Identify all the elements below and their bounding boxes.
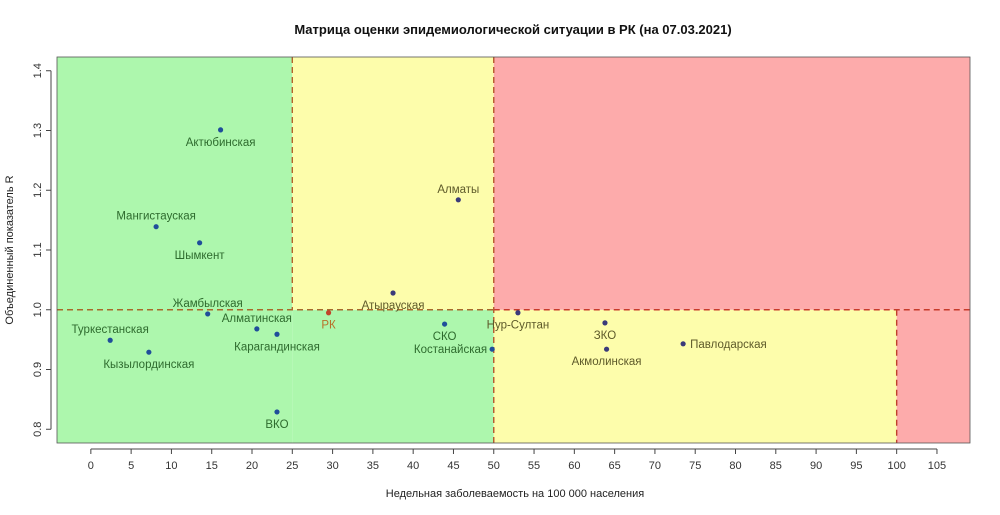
x-tick-label: 20 [246, 460, 258, 472]
x-tick-label: 85 [770, 460, 782, 472]
x-tick-label: 15 [206, 460, 218, 472]
x-tick-label: 55 [528, 460, 540, 472]
x-axis-label: Недельная заболеваемость на 100 000 насе… [386, 488, 644, 500]
x-tick-label: 60 [568, 460, 580, 472]
x-tick-label: 0 [88, 460, 94, 472]
x-tick-label: 70 [649, 460, 661, 472]
y-tick-label: 0.9 [32, 362, 44, 377]
zone-green [292, 309, 494, 443]
zone-green [57, 57, 293, 443]
data-point [274, 331, 280, 337]
point-label: СКО [433, 331, 457, 343]
data-point [390, 290, 396, 296]
x-tick-label: 80 [729, 460, 741, 472]
data-point [107, 337, 113, 343]
x-tick-label: 45 [447, 460, 459, 472]
data-points: Актюбинская Мангистауская Шымкент Алматы Аты… [72, 127, 767, 431]
x-tick-label: 30 [326, 460, 338, 472]
x-tick-label: 35 [367, 460, 379, 472]
point-label: ВКО [265, 419, 288, 431]
point-label: Кызылординская [103, 359, 194, 371]
point-label: Туркестанская [72, 324, 149, 336]
x-tick-label: 65 [609, 460, 621, 472]
x-tick-label: 105 [928, 460, 946, 472]
x-tick-label: 75 [689, 460, 701, 472]
data-point [455, 197, 461, 203]
zone-yellow [493, 309, 897, 443]
point-label: Актюбинская [186, 137, 256, 149]
point-label: РК [321, 320, 336, 332]
data-point [602, 320, 608, 326]
data-point [442, 321, 448, 327]
data-point [274, 409, 280, 415]
point-label: Шымкент [175, 250, 226, 262]
point-label: Жамбылская [173, 298, 243, 310]
x-tick-label: 50 [488, 460, 500, 472]
data-point [603, 346, 610, 352]
y-tick-label: 1.2 [32, 183, 44, 198]
point-label: ЗКО [594, 330, 617, 342]
y-tick-label: 1.0 [32, 302, 44, 317]
y-axis: 0.8 0.9 1.0 1.1 1.2 1.3 1.4 [32, 63, 52, 437]
chart-title: Матрица оценки эпидемиологической ситуац… [294, 22, 731, 37]
data-point [205, 311, 211, 317]
y-tick-label: 1.3 [32, 123, 44, 138]
data-point [217, 127, 224, 133]
x-tick-label: 90 [810, 460, 822, 472]
point-label: Мангистауская [116, 211, 196, 223]
y-tick-label: 1.1 [32, 242, 44, 257]
point-label: Нур-Султан [487, 320, 550, 332]
zone-yellow [292, 57, 494, 310]
data-point [146, 349, 152, 355]
point-label: Алматы [437, 184, 479, 196]
point-label: Костанайская [414, 344, 487, 356]
y-tick-label: 0.8 [32, 422, 44, 437]
y-axis-label: Объединенный показатель R [4, 175, 16, 324]
data-point [254, 326, 260, 332]
y-tick-label: 1.4 [32, 63, 44, 78]
point-label: Карагандинская [234, 341, 320, 353]
data-point [325, 310, 332, 316]
data-point [153, 224, 159, 230]
zone-red [493, 57, 970, 310]
x-tick-label: 40 [407, 460, 419, 472]
point-label: Алматинская [222, 313, 292, 325]
data-point [197, 240, 203, 246]
x-tick-label: 10 [165, 460, 177, 472]
zone-red [896, 309, 970, 443]
point-label: Павлодарская [690, 339, 767, 351]
threshold-lines [57, 57, 970, 443]
x-tick-label: 5 [128, 460, 134, 472]
x-tick-label: 100 [887, 460, 905, 472]
x-axis: 0 5 10 15 20 25 30 35 40 45 50 55 60 65 70 75 80 85 90 95 10… [88, 448, 946, 472]
plot-frame [56, 56, 971, 444]
data-point [489, 346, 495, 352]
point-label: Акмолинская [572, 356, 642, 368]
data-point [680, 341, 686, 347]
x-tick-label: 95 [850, 460, 862, 472]
x-tick-label: 25 [286, 460, 298, 472]
point-label: Атырауская [362, 300, 425, 312]
zones [57, 57, 970, 443]
data-point [515, 310, 521, 316]
